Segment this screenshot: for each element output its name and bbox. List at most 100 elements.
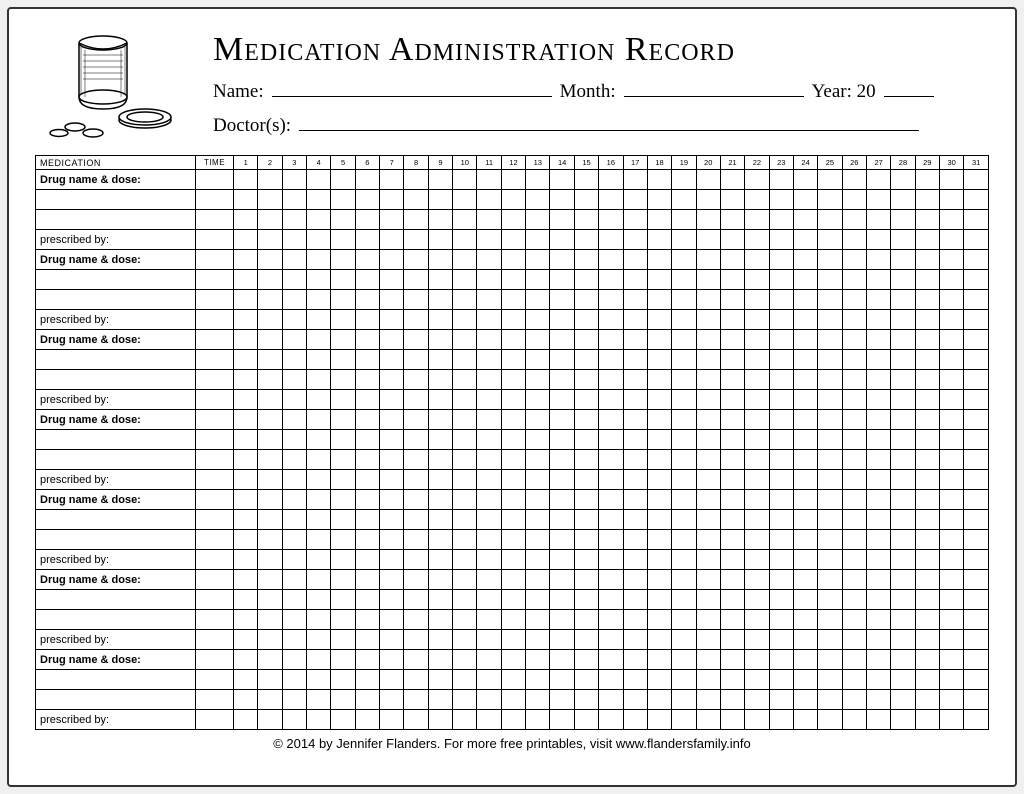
time-cell bbox=[196, 250, 234, 270]
med-blank-cell bbox=[36, 450, 196, 470]
day-cell bbox=[964, 390, 989, 410]
day-cell bbox=[891, 710, 915, 730]
day-cell bbox=[745, 470, 769, 490]
grid-row: Drug name & dose: bbox=[36, 650, 989, 670]
day-header: 14 bbox=[550, 156, 574, 170]
day-cell bbox=[282, 190, 306, 210]
day-cell bbox=[647, 630, 671, 650]
day-cell bbox=[915, 530, 939, 550]
day-cell bbox=[793, 210, 817, 230]
day-cell bbox=[818, 310, 842, 330]
day-cell bbox=[769, 570, 793, 590]
day-cell bbox=[307, 570, 331, 590]
day-cell bbox=[501, 710, 525, 730]
day-cell bbox=[550, 350, 574, 370]
day-cell bbox=[891, 270, 915, 290]
day-cell bbox=[696, 310, 720, 330]
day-cell bbox=[404, 310, 428, 330]
day-cell bbox=[526, 710, 550, 730]
grid-row: prescribed by: bbox=[36, 550, 989, 570]
day-cell bbox=[258, 370, 282, 390]
day-cell bbox=[793, 190, 817, 210]
day-cell bbox=[672, 270, 696, 290]
day-cell bbox=[526, 170, 550, 190]
time-cell bbox=[196, 210, 234, 230]
med-blank-cell bbox=[36, 210, 196, 230]
day-cell bbox=[720, 390, 744, 410]
day-cell bbox=[258, 610, 282, 630]
day-cell bbox=[939, 450, 963, 470]
day-cell bbox=[550, 230, 574, 250]
day-cell bbox=[282, 210, 306, 230]
day-cell bbox=[623, 250, 647, 270]
day-cell bbox=[307, 430, 331, 450]
day-cell bbox=[866, 650, 890, 670]
day-cell bbox=[404, 690, 428, 710]
day-cell bbox=[623, 210, 647, 230]
day-cell bbox=[477, 470, 501, 490]
day-cell bbox=[282, 550, 306, 570]
day-cell bbox=[696, 470, 720, 490]
day-cell bbox=[453, 550, 477, 570]
day-cell bbox=[282, 450, 306, 470]
day-cell bbox=[355, 590, 379, 610]
day-cell bbox=[550, 570, 574, 590]
header: Medication Administration Record Name: M… bbox=[35, 25, 989, 147]
day-cell bbox=[891, 650, 915, 670]
day-cell bbox=[331, 670, 355, 690]
day-cell bbox=[745, 630, 769, 650]
day-cell bbox=[404, 450, 428, 470]
day-cell bbox=[720, 510, 744, 530]
grid-row: prescribed by: bbox=[36, 310, 989, 330]
day-cell bbox=[599, 330, 623, 350]
day-header: 28 bbox=[891, 156, 915, 170]
day-cell bbox=[769, 630, 793, 650]
day-cell bbox=[915, 270, 939, 290]
day-cell bbox=[915, 450, 939, 470]
day-cell bbox=[282, 690, 306, 710]
day-cell bbox=[647, 690, 671, 710]
day-cell bbox=[574, 510, 598, 530]
day-cell bbox=[818, 430, 842, 450]
day-cell bbox=[793, 710, 817, 730]
day-cell bbox=[404, 530, 428, 550]
day-header: 31 bbox=[964, 156, 989, 170]
day-header: 17 bbox=[623, 156, 647, 170]
day-cell bbox=[672, 510, 696, 530]
day-cell bbox=[234, 450, 258, 470]
day-cell bbox=[769, 550, 793, 570]
day-cell bbox=[428, 650, 452, 670]
day-cell bbox=[647, 290, 671, 310]
day-cell bbox=[793, 510, 817, 530]
day-cell bbox=[915, 330, 939, 350]
day-cell bbox=[307, 270, 331, 290]
day-cell bbox=[866, 570, 890, 590]
day-cell bbox=[866, 270, 890, 290]
day-cell bbox=[282, 510, 306, 530]
day-header: 5 bbox=[331, 156, 355, 170]
day-cell bbox=[915, 490, 939, 510]
day-cell bbox=[866, 330, 890, 350]
med-blank-cell bbox=[36, 370, 196, 390]
day-cell bbox=[720, 210, 744, 230]
day-cell bbox=[574, 230, 598, 250]
day-cell bbox=[526, 270, 550, 290]
day-cell bbox=[745, 650, 769, 670]
day-header: 1 bbox=[234, 156, 258, 170]
day-cell bbox=[477, 530, 501, 550]
day-cell bbox=[720, 530, 744, 550]
day-cell bbox=[526, 210, 550, 230]
day-cell bbox=[842, 630, 866, 650]
day-cell bbox=[477, 630, 501, 650]
day-cell bbox=[355, 270, 379, 290]
day-cell bbox=[818, 610, 842, 630]
grid-row: prescribed by: bbox=[36, 470, 989, 490]
med-blank-cell bbox=[36, 530, 196, 550]
med-blank-cell bbox=[36, 290, 196, 310]
day-cell bbox=[842, 210, 866, 230]
day-cell bbox=[745, 410, 769, 430]
day-cell bbox=[307, 310, 331, 330]
day-cell bbox=[672, 330, 696, 350]
day-cell bbox=[477, 190, 501, 210]
day-cell bbox=[964, 590, 989, 610]
